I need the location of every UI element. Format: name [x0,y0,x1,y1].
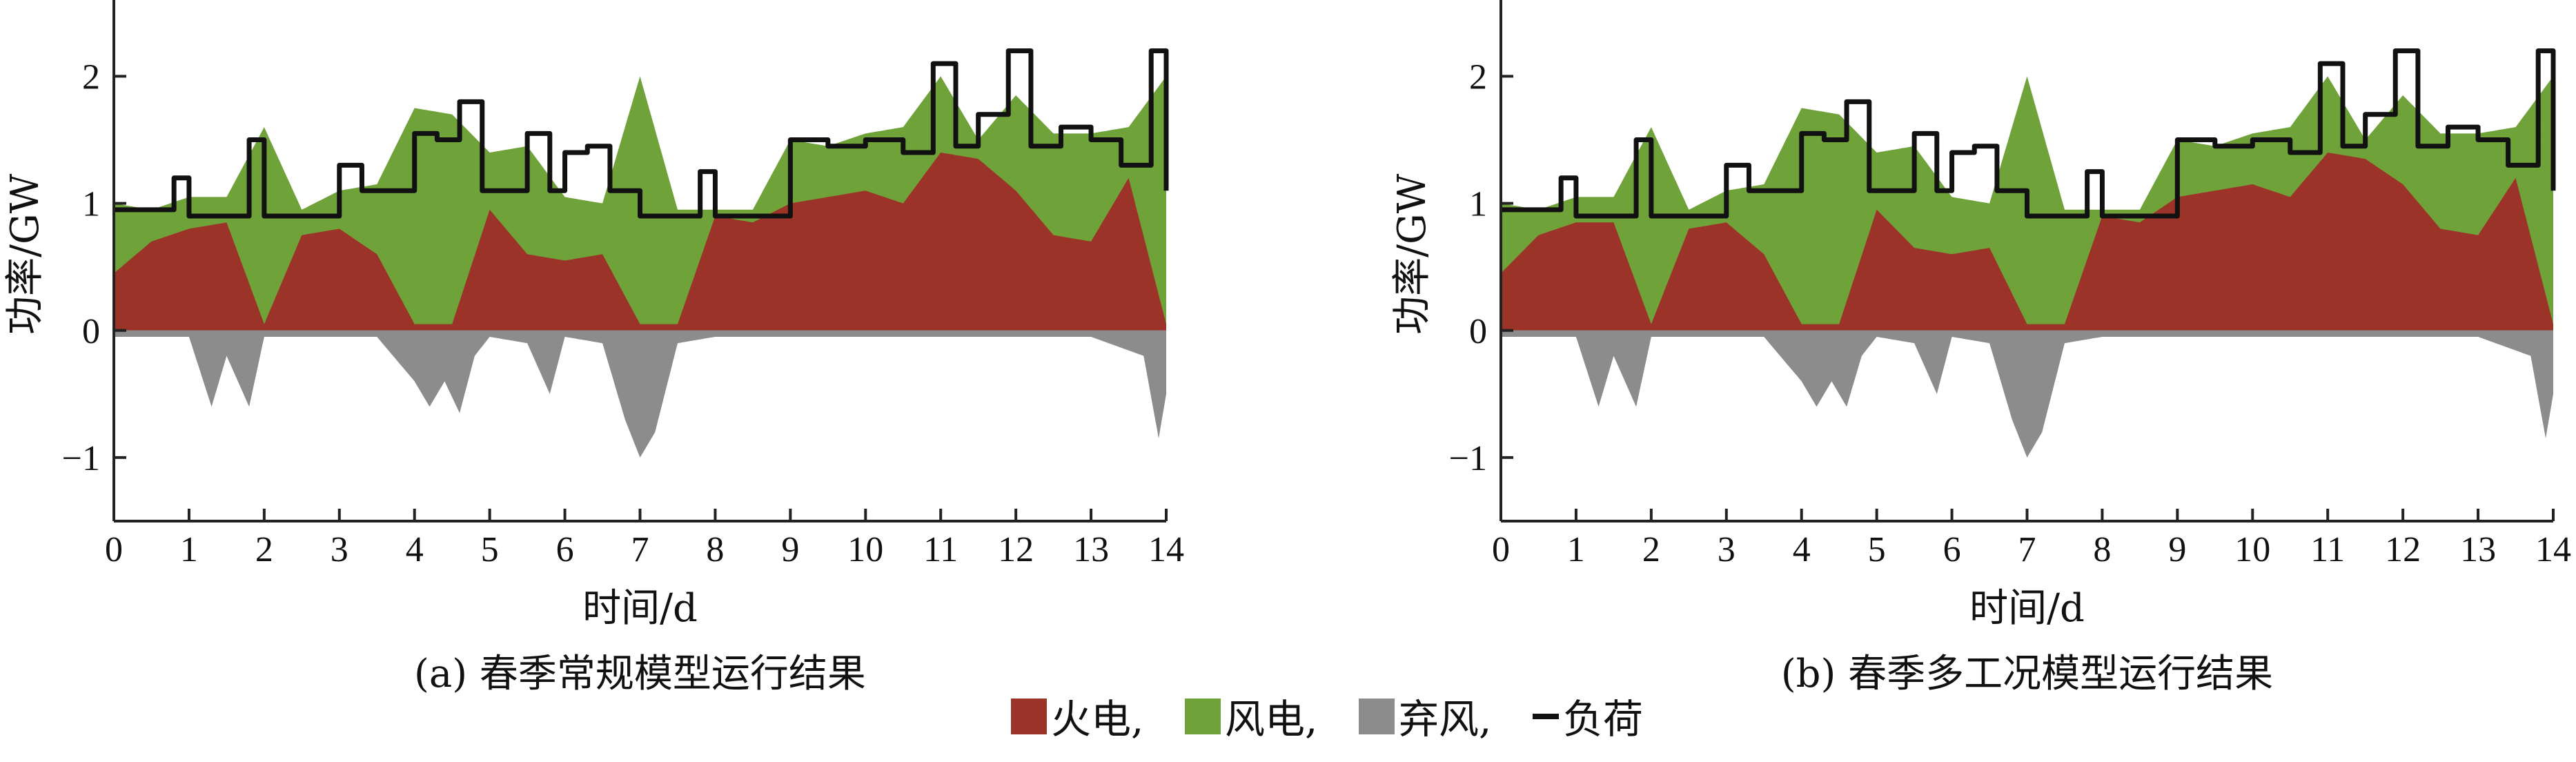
x-tick-label: 4 [406,530,424,569]
legend-item: 弃风, [1359,696,1491,743]
y-axis-title: 功率/GW [3,173,48,335]
x-tick-label: 6 [556,530,574,569]
x-tick-label: 14 [1148,530,1184,569]
x-tick-label: 11 [2310,530,2345,569]
x-tick-label: 12 [998,530,1034,569]
legend-item: 火电, [1011,696,1143,743]
x-tick-label: 14 [2535,530,2571,569]
x-tick-label: 0 [1492,530,1510,569]
legend-swatch [1359,698,1395,734]
x-tick-label: 4 [1793,530,1811,569]
x-tick-label: 3 [331,530,348,569]
x-tick-label: 3 [1718,530,1736,569]
legend-label: 火电, [1051,696,1143,743]
x-tick-label: 11 [923,530,958,569]
x-tick-label: 7 [2018,530,2036,569]
legend: 火电, 风电, 弃风, 负荷 [1011,696,1643,743]
legend-swatch [1011,698,1047,734]
x-axis-title: 时间/d [1969,586,2085,631]
series-area-thermal [1501,153,2553,331]
y-tick-label: 0 [1469,312,1487,351]
x-tick-label: 5 [481,530,499,569]
x-tick-label: 8 [2093,530,2111,569]
legend-swatch [1185,698,1221,734]
legend-item: 负荷 [1533,696,1643,743]
y-tick-label: −1 [1449,439,1487,478]
y-tick-label: 2 [1469,57,1487,97]
x-tick-label: 2 [255,530,273,569]
x-tick-label: 13 [2460,530,2496,569]
x-tick-label: 1 [180,530,198,569]
y-tick-label: 1 [82,185,100,224]
x-tick-label: 8 [706,530,724,569]
series-line-load [114,48,1169,219]
x-tick-label: 6 [1943,530,1961,569]
y-tick-label: −1 [62,439,100,478]
legend-label: 风电, [1225,696,1317,743]
x-tick-label: 9 [2168,530,2186,569]
panel-caption: (b) 春季多工况模型运行结果 [1781,652,2273,696]
panel-caption: (a) 春季常规模型运行结果 [414,652,866,696]
x-tick-label: 5 [1868,530,1886,569]
x-tick-label: 1 [1567,530,1585,569]
series-area-thermal [114,153,1166,331]
x-tick-label: 12 [2385,530,2421,569]
series-area-curtailment [114,330,1166,458]
x-tick-label: 2 [1642,530,1660,569]
x-tick-label: 13 [1073,530,1109,569]
x-tick-label: 9 [781,530,799,569]
legend-item: 风电, [1185,696,1317,743]
legend-label: 弃风, [1399,696,1491,743]
x-axis-title: 时间/d [582,586,698,631]
y-tick-label: 1 [1469,185,1487,224]
y-tick-label: 0 [82,312,100,351]
x-tick-label: 10 [847,530,883,569]
x-tick-label: 0 [105,530,123,569]
series-line-load [1501,48,2556,219]
legend-label: 负荷 [1563,696,1643,743]
series-area-curtailment [1501,330,2553,458]
y-axis-title: 功率/GW [1390,173,1435,335]
x-tick-label: 7 [631,530,649,569]
y-tick-label: 2 [82,57,100,97]
x-tick-label: 10 [2234,530,2270,569]
